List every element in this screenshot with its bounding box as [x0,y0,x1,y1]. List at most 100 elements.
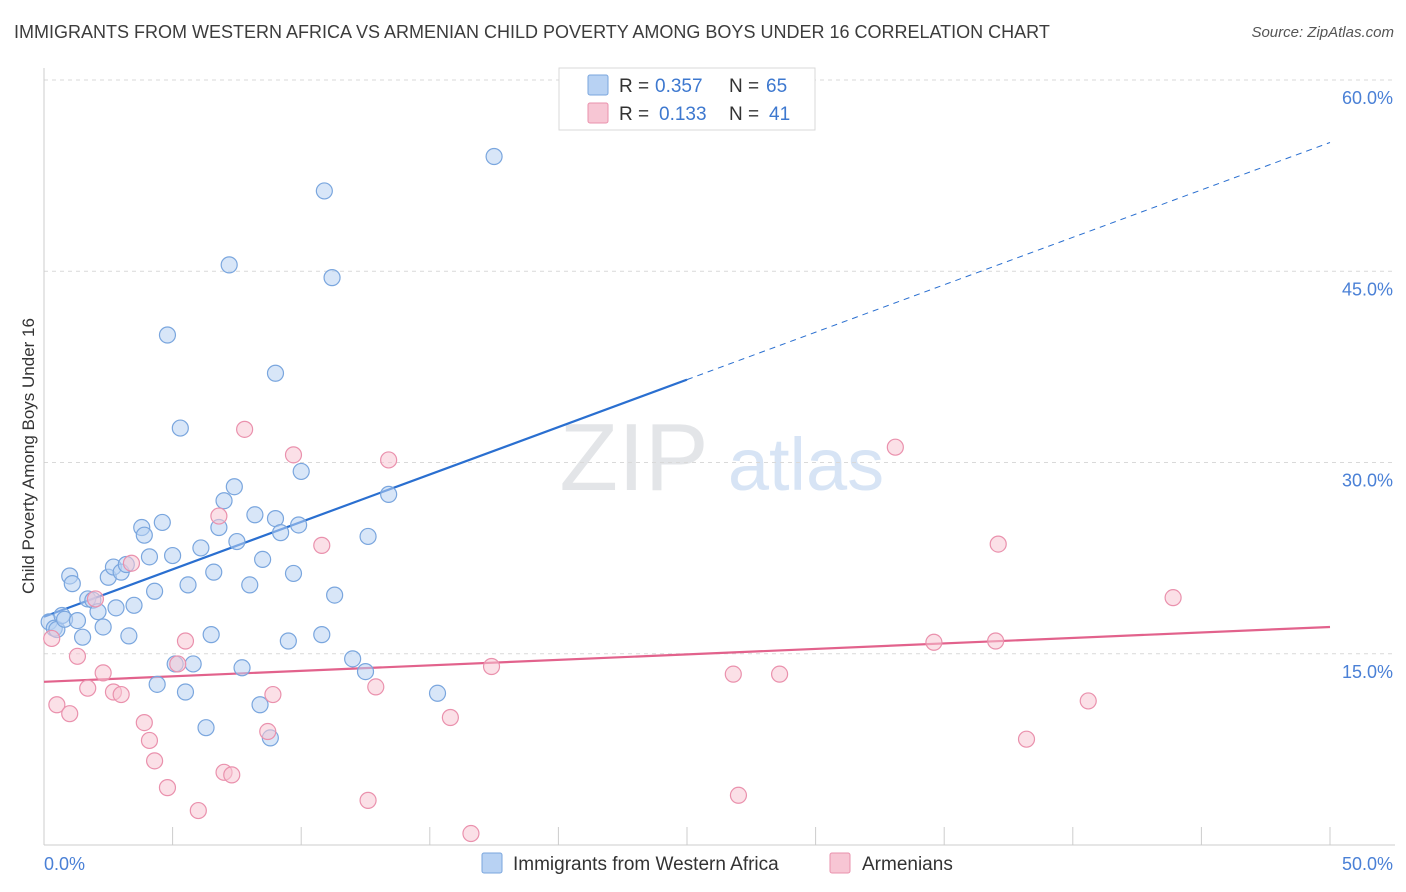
point-blue-38 [220,256,238,274]
point-blue-18 [120,627,138,645]
x-tick-label-50: 50.0% [1342,854,1393,874]
point-blue-33 [197,719,215,737]
point-pink-2 [61,705,79,723]
point-pink-8 [112,685,130,704]
point-blue-60 [380,485,398,503]
point-pink-35 [925,633,943,651]
point-pink-12 [145,752,164,770]
point-blue-44 [251,696,269,714]
point-blue-57 [344,650,362,668]
point-pink-26 [367,678,385,696]
point-blue-56 [326,586,344,604]
point-blue-64 [266,364,285,382]
point-blue-25 [153,513,171,532]
point-pink-4 [79,679,97,697]
point-blue-19 [125,596,143,614]
point-pink-40 [1164,589,1182,607]
point-pink-24 [313,536,331,554]
point-pink-11 [140,731,159,750]
point-pink-22 [264,685,282,704]
point-blue-32 [192,539,210,557]
point-blue-30 [179,576,197,594]
point-blue-7 [68,611,87,630]
trend-line-blue-extension [686,142,1331,381]
legend-n-label-2: N = [729,104,759,125]
point-blue-24 [148,675,166,693]
point-pink-6 [94,664,112,682]
point-pink-36 [987,632,1005,650]
legend-r-label-2: R = [619,104,649,125]
point-blue-42 [241,576,259,594]
legend-series-label-blue: Immigrants from Western Africa [513,854,779,875]
point-blue-51 [290,516,308,534]
point-blue-35 [205,563,223,581]
x-tick-label-0: 0.0% [44,854,85,874]
point-pink-1 [48,696,66,714]
legend-series-swatch-blue [481,852,503,874]
point-pink-32 [729,786,748,804]
point-blue-39 [225,478,243,496]
point-pink-10 [135,713,153,732]
point-pink-28 [441,708,459,727]
point-pink-19 [223,766,241,784]
point-pink-33 [770,665,789,683]
y-tick-label-15: 15.0% [1342,662,1393,682]
point-pink-20 [236,420,254,438]
correlation-legend: R = 0.357 N = 65 R = 0.133 N = 41 [558,67,816,131]
point-blue-45 [254,550,272,569]
chart-title: IMMIGRANTS FROM WESTERN AFRICA VS ARMENI… [14,22,1050,42]
point-pink-23 [284,446,303,464]
point-blue-22 [140,548,159,566]
point-blue-6 [63,575,81,593]
legend-series-swatch-pink [829,852,851,874]
point-pink-13 [158,779,177,797]
point-pink-29 [462,824,480,843]
point-pink-27 [380,451,398,469]
watermark-zip: ZIP [559,404,708,511]
watermark-atlas: atlas [728,423,884,506]
point-blue-58 [356,662,375,681]
axes [43,68,1395,846]
source-label: Source: ZipAtlas.com [1251,24,1394,41]
legend-r-value-1: 0.357 [655,76,703,97]
legend-n-value-1: 65 [766,76,787,97]
point-pink-38 [1017,730,1036,748]
point-blue-37 [215,492,233,510]
legend-swatch-pink [587,102,609,124]
point-pink-21 [259,722,277,741]
y-tick-label-30: 30.0% [1342,471,1393,491]
point-pink-30 [482,657,501,676]
data-points [40,147,1182,843]
tick-labels: 15.0% 30.0% 45.0% 60.0% 0.0% 50.0% [44,88,1393,874]
point-blue-34 [202,626,220,644]
point-pink-9 [122,554,141,572]
point-blue-62 [485,147,503,166]
point-pink-17 [210,507,228,525]
trend-lines [43,142,1331,683]
point-blue-48 [272,524,290,542]
point-pink-31 [724,665,742,683]
legend-r-label-1: R = [619,76,649,97]
point-blue-40 [228,532,246,551]
trend-line-pink [43,625,1331,683]
point-blue-26 [164,546,182,565]
point-blue-54 [315,182,333,200]
point-pink-0 [43,629,61,648]
legend-n-value-2: 41 [769,104,790,125]
point-blue-50 [284,564,303,583]
point-pink-25 [359,791,377,809]
legend-r-value-2: 0.133 [659,104,707,125]
point-blue-12 [94,618,112,636]
point-pink-34 [886,438,904,456]
point-blue-43 [246,506,264,524]
y-tick-label-60: 60.0% [1342,88,1393,108]
point-pink-16 [189,801,207,820]
point-blue-28 [171,419,189,437]
point-blue-29 [176,683,195,701]
point-blue-53 [313,626,331,644]
point-blue-61 [428,684,447,702]
point-blue-8 [73,628,92,646]
point-blue-63 [158,326,177,344]
point-pink-37 [989,535,1007,553]
